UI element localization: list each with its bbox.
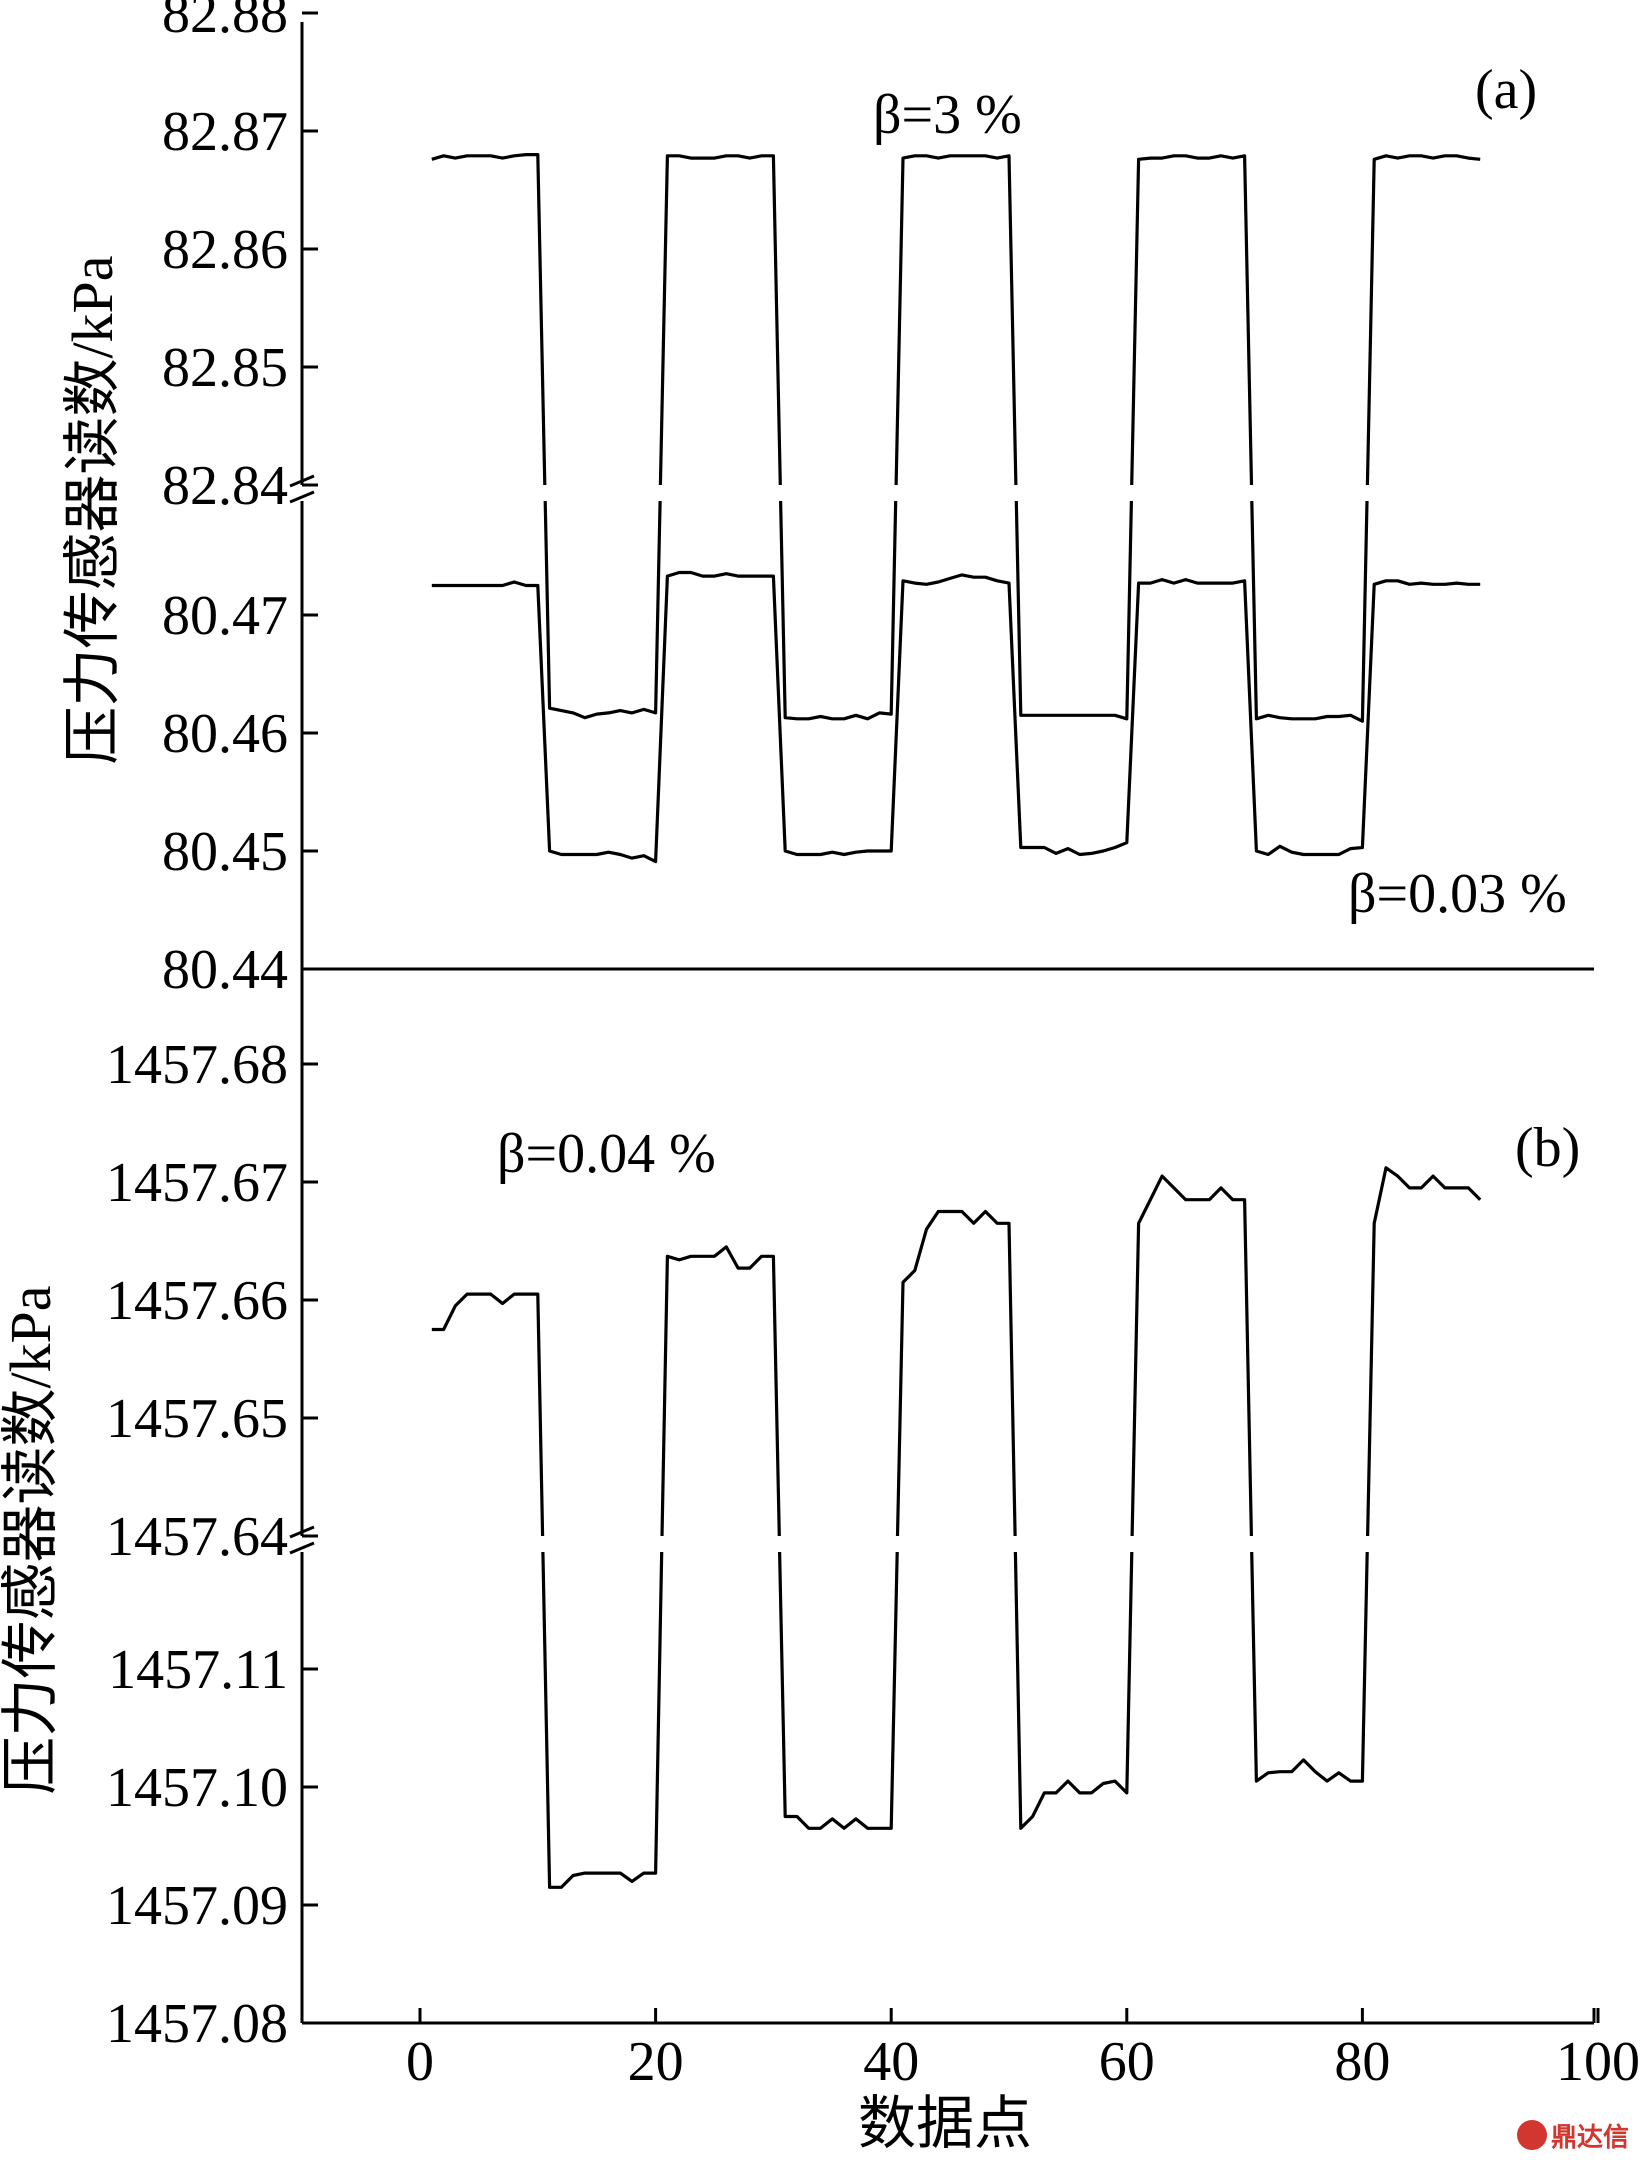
y-tick-label: 1457.11 [108,1639,288,1701]
y-tick-label: 1457.09 [106,1875,288,1937]
panel-label-a: (a) [1475,59,1537,121]
series-line [431,1166,1482,1889]
y-tick-label: 80.46 [162,703,288,765]
y-tick-label: 82.85 [162,337,288,399]
panel-label-b: (b) [1515,1117,1580,1179]
beta-annotation-b: β=0.04 % [497,1123,716,1185]
y-tick-label: 82.87 [162,101,288,163]
y-tick-label: 82.84 [162,455,288,517]
axes [289,22,1596,2025]
y-tick-label: 1457.66 [106,1270,288,1332]
x-tick-label: 60 [1099,2031,1155,2093]
x-tick-label: 0 [406,2031,434,2093]
x-tick-label: 80 [1334,2031,1390,2093]
axis-break-b [289,1525,315,1555]
y-tick-label: 80.47 [162,585,288,647]
x-axis-title: 数据点 [858,2091,1032,2156]
axis-break-a [289,474,315,504]
y-tick-label: 1457.68 [106,1034,288,1096]
y-tick-label: 82.86 [162,219,288,281]
series-line [431,570,1481,864]
tick-group [302,11,1600,2025]
y-axis-title-a: 压力传感器读数/kPa [60,255,125,764]
series-group [431,153,1482,1889]
y-tick-label: 1457.65 [106,1388,288,1450]
y-tick-label: 1457.67 [106,1152,288,1214]
tick-label-group: 82.84 82.85 82.86 82.87 82.88 80.44 80.45 80.46… [106,0,1640,2093]
beta-annotation-a-upper: β=3 % [873,84,1022,146]
y-tick-label: 80.45 [162,821,288,883]
watermark-seal-icon [1516,2120,1547,2150]
series-line [431,153,1481,723]
x-tick-label: 40 [863,2031,919,2093]
beta-annotation-a-lower: β=0.03 % [1348,863,1567,925]
y-tick-label: 1457.08 [106,1993,288,2055]
x-tick-label: 20 [628,2031,684,2093]
x-tick-label: 100 [1556,2031,1640,2093]
y-tick-label: 1457.10 [106,1757,288,1819]
y-tick-label: 1457.64 [106,1506,288,1568]
watermark: 鼎达信 [1516,2115,1629,2155]
y-tick-label: 80.44 [162,939,288,1001]
y-axis-title-b: 压力传感器读数/kPa [0,1285,63,1794]
watermark-text: 鼎达信 [1550,2122,1629,2153]
y-tick-label: 82.88 [162,0,288,45]
